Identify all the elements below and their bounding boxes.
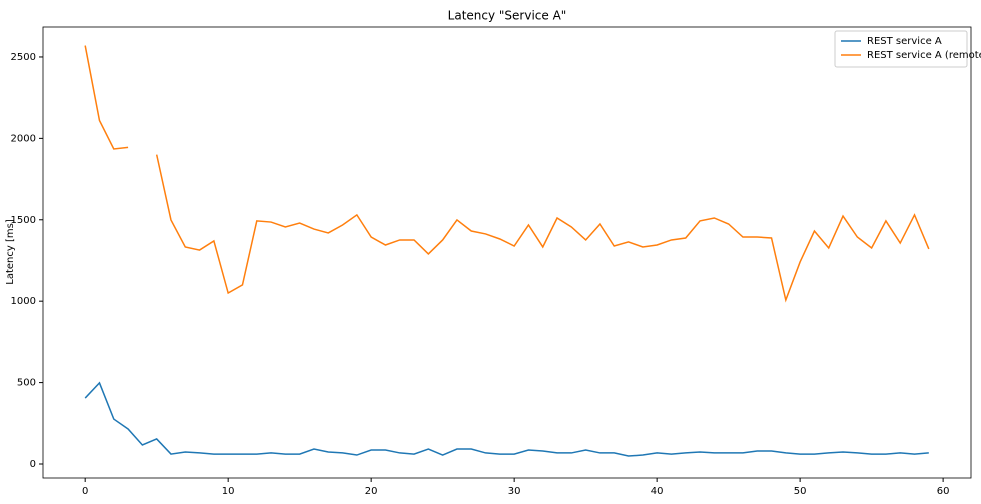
x-tick-label: 20	[365, 486, 378, 497]
x-tick-label: 50	[794, 486, 807, 497]
x-tick-label: 10	[222, 486, 235, 497]
y-tick-label: 0	[30, 459, 36, 470]
x-tick-label: 0	[82, 486, 88, 497]
x-tick-label: 60	[937, 486, 950, 497]
x-tick-label: 30	[508, 486, 521, 497]
chart-title: Latency "Service A"	[448, 9, 567, 23]
legend-box	[834, 30, 968, 68]
x-tick-label: 40	[651, 486, 664, 497]
legend-label: REST service A	[867, 36, 942, 47]
y-tick-label: 1500	[11, 215, 36, 226]
y-tick-label: 500	[17, 378, 36, 389]
legend-label: REST service A (remote)	[867, 50, 981, 61]
line-series	[84, 45, 129, 150]
y-tick-label: 1000	[11, 296, 36, 307]
plot-area	[42, 26, 972, 479]
y-tick-label: 2500	[11, 52, 36, 63]
y-tick-label: 2000	[11, 133, 36, 144]
line-series	[155, 154, 930, 303]
line-series	[84, 381, 929, 457]
y-axis-label: Latency [ms]	[5, 219, 16, 285]
